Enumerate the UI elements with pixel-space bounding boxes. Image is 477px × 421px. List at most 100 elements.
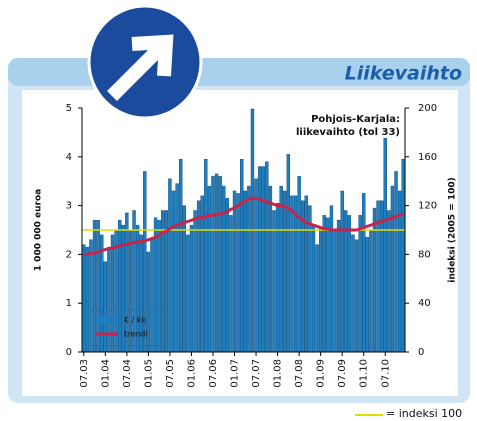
bar [175,183,179,353]
bar [401,159,405,353]
bar [333,229,337,353]
y-axis-label: 1 000 000 euroa [34,189,44,271]
bar [89,239,93,353]
y2-tick-label: 0 [418,347,424,358]
bar [329,205,334,353]
bar [293,195,298,353]
bar [182,205,186,353]
bar [268,185,273,353]
bar [186,234,190,353]
bar [326,217,330,353]
bar [322,215,326,353]
x-tick-label: 01.04 [100,359,111,388]
bar [107,249,111,353]
x-tick-label: 01.05 [143,359,154,388]
x-tick-label: 01.09 [316,359,327,388]
bar [387,210,391,353]
legend-label: trendi [124,330,148,339]
y2-tick-label: 40 [418,298,431,309]
bar [265,161,269,353]
y-tick-label: 4 [66,152,72,163]
bar [117,220,122,353]
legend-swatch [96,317,118,323]
bar [311,224,316,353]
y-tick-label: 0 [66,347,72,358]
reference-label: = indeksi 100 [386,407,462,420]
legend-label: € / kk [124,316,147,325]
bar [315,244,319,353]
bar [85,246,90,353]
bar [204,159,208,353]
bar [189,224,194,353]
x-tick-label: 07.10 [380,359,391,388]
bar [301,200,305,353]
bar [103,261,108,353]
bar [279,185,283,353]
bar [168,178,172,353]
bar [369,229,373,353]
bar [354,239,359,353]
bar [178,159,183,353]
annotation: liikevaihto (tol 33) [296,127,400,138]
bar [318,227,323,353]
bar [383,138,387,353]
bar [351,234,355,353]
bar [96,220,100,353]
y2-tick-label: 120 [418,201,437,212]
bar [229,215,233,353]
bar [358,215,362,353]
bar [272,210,276,353]
bar [304,195,308,353]
x-tick-label: 07.07 [251,359,262,388]
bar [347,215,352,353]
bar [336,220,341,353]
bar [365,237,370,353]
bar [193,210,197,353]
bar [225,198,230,353]
bar [308,205,312,353]
bar [82,244,86,353]
x-tick-label: 07.03 [79,359,90,388]
bar [275,202,280,353]
bar [379,200,384,353]
bar [232,190,237,353]
bar [211,176,215,353]
x-tick-label: 07.08 [294,359,305,388]
annotation: Pohjois-Karjala: [311,114,400,125]
bar [171,190,176,353]
y2-tick-label: 80 [418,249,431,260]
y-tick-label: 1 [66,298,72,309]
y-tick-label: 3 [66,201,72,212]
x-tick-label: 01.06 [186,359,197,388]
x-tick-label: 07.04 [122,359,133,388]
bar [297,176,301,353]
bar [290,195,294,353]
bar [254,178,258,353]
bar [196,200,201,353]
bar [222,185,226,353]
bar [214,173,219,353]
bar [218,176,222,353]
y-tick-label: 5 [66,103,72,114]
bar [236,193,240,353]
y2-tick-label: 160 [418,152,437,163]
icon-arrow [107,34,174,101]
trend-line [83,196,404,256]
bar [243,190,247,353]
bar [150,239,154,353]
x-tick-label: 01.07 [230,359,241,388]
bar [257,166,262,353]
chart-title: Liikevaihto [345,63,462,85]
bar [344,210,348,353]
bar [261,166,265,353]
bar [240,159,244,353]
bar [143,171,147,353]
x-tick-label: 07.06 [208,359,219,388]
x-tick-label: 07.09 [337,359,348,388]
bar [92,220,97,353]
bar [362,193,366,353]
x-tick-label: 07.05 [165,359,176,388]
bar [286,154,291,353]
y-tick-label: 2 [66,249,72,260]
